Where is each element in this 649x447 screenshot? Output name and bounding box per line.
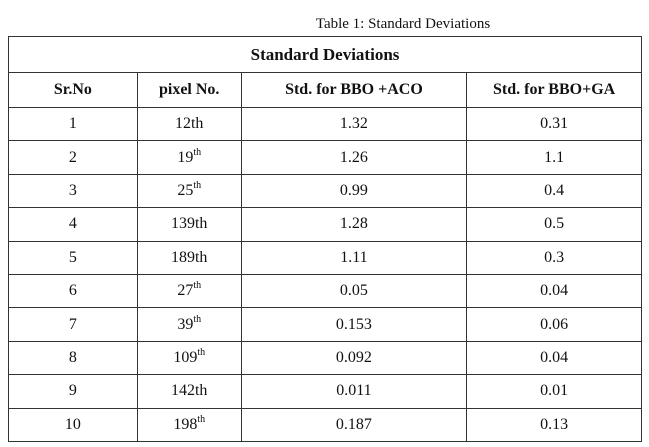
ordinal-suffix: th: [193, 179, 202, 191]
data-table: Standard Deviations Sr.No pixel No. Std. f…: [8, 36, 642, 442]
table-cell: 0.04: [466, 273, 642, 309]
ordinal-suffix: th: [193, 280, 202, 292]
table-cell: 0.092: [240, 340, 468, 376]
table-cell: 0.04: [466, 340, 642, 376]
table-cell: 7: [8, 307, 138, 342]
table-cell: 109th: [136, 340, 242, 376]
table-cell: 2: [8, 140, 138, 175]
column-header: Std. for BBO +ACO: [240, 72, 468, 108]
table-title: Standard Deviations: [8, 36, 642, 73]
cell-number: 198: [173, 415, 198, 433]
table-row: 6 27th 0.05 0.04: [8, 273, 642, 309]
table-row: 10 198th 0.187 0.13: [8, 407, 642, 442]
table-cell: 198th: [136, 407, 242, 442]
table-row: 9 142th 0.011 0.01: [8, 374, 642, 409]
ordinal-suffix: th: [197, 346, 206, 358]
table-cell: 189th: [136, 240, 242, 275]
table-row: 2 19th 1.26 1.1: [8, 140, 642, 175]
column-header: Std. for BBO+GA: [466, 72, 642, 108]
table-cell: 39th: [136, 307, 242, 342]
table-cell: 6: [8, 273, 138, 309]
table-cell: 142th: [136, 374, 242, 409]
table-cell: 0.4: [466, 173, 642, 209]
ordinal-suffix: th: [197, 413, 206, 425]
table-cell: 0.01: [466, 374, 642, 409]
table-cell: 1: [8, 106, 138, 142]
ordinal-suffix: th: [193, 146, 202, 158]
table-cell: 0.187: [240, 407, 468, 442]
table-cell: 1.1: [466, 140, 642, 175]
table-cell: 19th: [136, 140, 242, 175]
table-cell: 0.99: [240, 173, 468, 209]
cell-number: 109: [173, 348, 198, 366]
table-cell: 0.153: [240, 307, 468, 342]
table-cell: 5: [8, 240, 138, 275]
table-cell: 27th: [136, 273, 242, 309]
table-row: 3 25th 0.99 0.4: [8, 173, 642, 209]
table-cell: 1.26: [240, 140, 468, 175]
ordinal-suffix: th: [193, 313, 202, 325]
table-cell: 0.011: [240, 374, 468, 409]
caption: Table 1: Standard Deviations: [315, 16, 491, 32]
table-row: 7 39th 0.153 0.06: [8, 307, 642, 342]
table-cell: 3: [8, 173, 138, 209]
column-header: pixel No.: [136, 72, 242, 108]
table-row: 8 109th 0.092 0.04: [8, 340, 642, 376]
table-cell: 1.28: [240, 207, 468, 242]
table-cell: 1.32: [240, 106, 468, 142]
table-cell: 0.13: [466, 407, 642, 442]
table-cell: 1.11: [240, 240, 468, 275]
table-row: 4 139th 1.28 0.5: [8, 207, 642, 242]
cell-number: 39: [177, 315, 194, 333]
cell-number: 25: [177, 181, 194, 199]
table-cell: 10: [8, 407, 138, 442]
column-header: Sr.No: [8, 72, 138, 108]
table-cell: 0.05: [240, 273, 468, 309]
table-cell: 139th: [136, 207, 242, 242]
table-cell: 0.31: [466, 106, 642, 142]
table-cell: 4: [8, 207, 138, 242]
table-cell: 0.06: [466, 307, 642, 342]
cell-number: 27: [177, 282, 194, 300]
table-cell: 12th: [136, 106, 242, 142]
cell-number: 19: [177, 148, 194, 166]
table-cell: 8: [8, 340, 138, 376]
table-cell: 25th: [136, 173, 242, 209]
table-row: 5 189th 1.11 0.3: [8, 240, 642, 275]
table-cell: 0.3: [466, 240, 642, 275]
table-cell: 9: [8, 374, 138, 409]
table-cell: 0.5: [466, 207, 642, 242]
table-row: 1 12th 1.32 0.31: [8, 106, 642, 142]
